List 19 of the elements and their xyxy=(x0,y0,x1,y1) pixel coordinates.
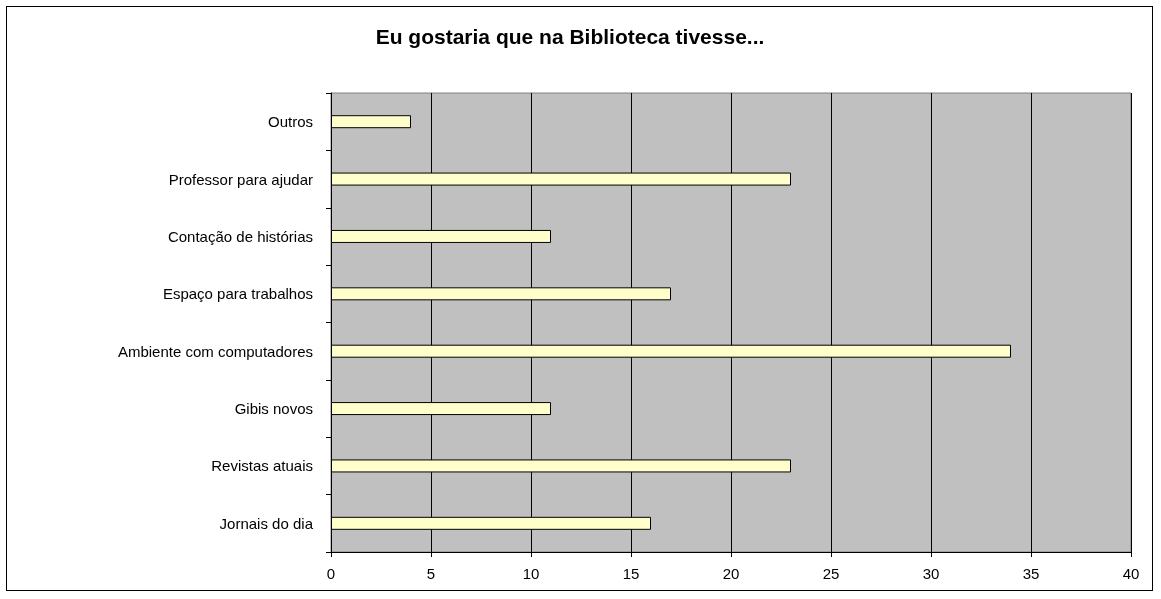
x-tick-label: 20 xyxy=(722,565,740,582)
y-tick-label: Jornais do dia xyxy=(219,514,314,532)
y-tick-label: Gibis novos xyxy=(234,400,313,418)
bar xyxy=(331,115,411,129)
y-tick-label: Contação de histórias xyxy=(167,227,313,245)
x-tick-label: 25 xyxy=(822,565,840,582)
x-tick-label: 40 xyxy=(1122,565,1140,582)
x-tick-label: 10 xyxy=(522,565,540,582)
x-tick-label: 0 xyxy=(326,565,336,582)
x-tick-label: 30 xyxy=(922,565,940,582)
y-tick-label: Professor para ajudar xyxy=(168,170,313,188)
x-tick-label: 35 xyxy=(1022,565,1040,582)
y-tick-label: Outros xyxy=(267,113,313,131)
y-tick-label: Revistas atuais xyxy=(211,457,313,475)
chart-title: Eu gostaria que na Biblioteca tivesse... xyxy=(375,25,765,48)
x-tick-label: 15 xyxy=(622,565,640,582)
y-tick-label: Ambiente com computadores xyxy=(117,342,313,360)
x-tick-label: 5 xyxy=(426,565,436,582)
y-tick-label: Espaço para trabalhos xyxy=(162,285,313,303)
